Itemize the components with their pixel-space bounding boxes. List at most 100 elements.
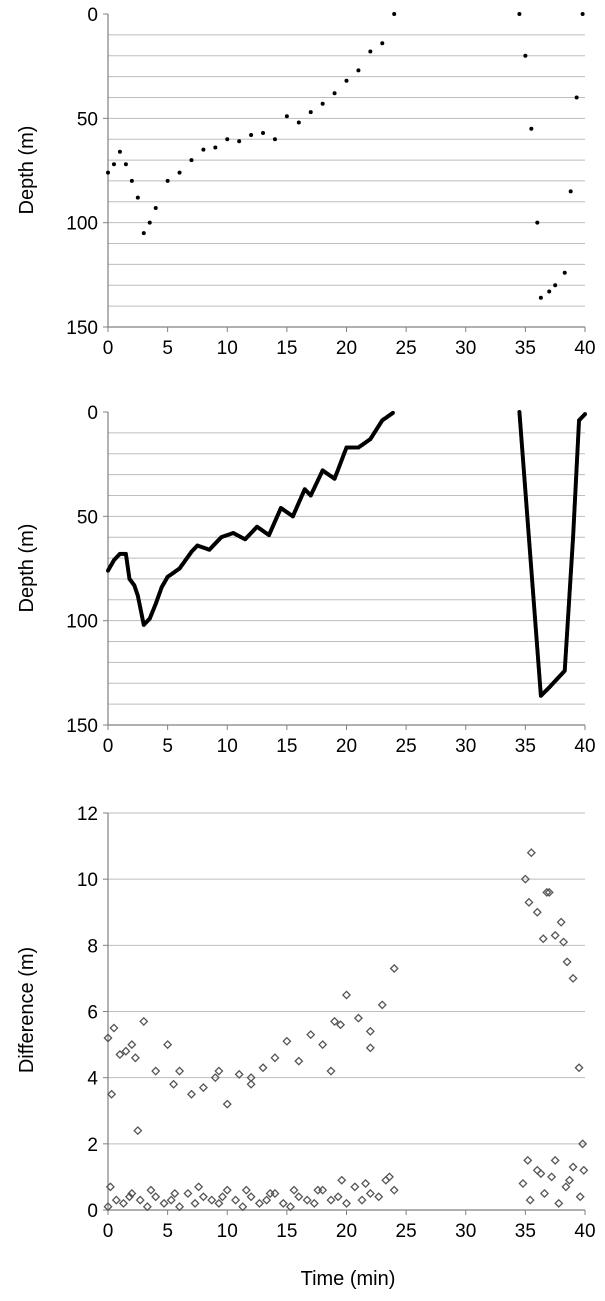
data-point bbox=[517, 12, 522, 16]
y-tick-label: 50 bbox=[77, 507, 98, 528]
x-tick-label: 0 bbox=[103, 1221, 114, 1242]
data-point bbox=[198, 1192, 208, 1202]
y-tick-label: 0 bbox=[87, 5, 98, 26]
data-point bbox=[523, 1155, 533, 1165]
data-point bbox=[361, 1179, 371, 1189]
data-point bbox=[574, 95, 579, 100]
data-point bbox=[133, 1126, 143, 1136]
data-point bbox=[183, 1188, 193, 1198]
data-point bbox=[525, 1195, 535, 1205]
data-point bbox=[561, 1182, 571, 1192]
data-point bbox=[580, 12, 585, 16]
data-point bbox=[246, 1079, 256, 1089]
data-point bbox=[568, 973, 578, 983]
y-tick-label: 6 bbox=[87, 1003, 98, 1024]
data-point bbox=[159, 1198, 169, 1208]
data-point bbox=[326, 1066, 336, 1076]
data-point bbox=[553, 283, 558, 288]
x-tick-label: 10 bbox=[217, 338, 238, 359]
data-point bbox=[284, 114, 289, 119]
data-point bbox=[121, 1046, 131, 1056]
y-tick-label: 12 bbox=[77, 804, 98, 825]
x-tick-label: 15 bbox=[276, 736, 297, 757]
data-point bbox=[265, 1188, 275, 1198]
data-point bbox=[554, 1198, 564, 1208]
data-point bbox=[532, 907, 542, 917]
data-point bbox=[562, 957, 572, 967]
data-point bbox=[389, 1185, 399, 1195]
data-point bbox=[523, 53, 528, 58]
data-point bbox=[320, 101, 325, 106]
data-point bbox=[135, 195, 140, 200]
data-point bbox=[344, 78, 349, 83]
data-point bbox=[261, 130, 266, 135]
data-point bbox=[389, 963, 399, 974]
data-point bbox=[365, 1026, 375, 1036]
difference-panel: Difference (m) Time (min) 0 2 4 6 8 10 12 0 5 10 1… bbox=[16, 804, 596, 1290]
y-tick-label: 8 bbox=[87, 936, 98, 957]
x-tick-label: 0 bbox=[103, 736, 114, 757]
data-point bbox=[353, 1013, 363, 1023]
data-point bbox=[326, 1195, 336, 1205]
data-point bbox=[139, 1016, 149, 1026]
x-tick-label: 25 bbox=[396, 1221, 417, 1242]
data-point bbox=[141, 231, 146, 236]
data-point bbox=[550, 1155, 560, 1165]
data-point bbox=[237, 139, 242, 144]
depth-axis-title: Depth (m) bbox=[16, 524, 38, 613]
data-point bbox=[258, 1063, 268, 1073]
x-tick-label: 35 bbox=[515, 338, 536, 359]
x-tick-label: 10 bbox=[217, 736, 238, 757]
data-point bbox=[306, 1030, 316, 1040]
data-point bbox=[124, 1192, 134, 1202]
x-tick-label: 40 bbox=[574, 338, 595, 359]
data-point bbox=[117, 149, 122, 154]
data-point bbox=[175, 1202, 185, 1212]
data-point bbox=[568, 1162, 578, 1172]
data-point bbox=[105, 1182, 115, 1192]
data-point bbox=[246, 1192, 256, 1202]
data-point bbox=[547, 289, 552, 294]
x-tick-label: 35 bbox=[515, 1221, 536, 1242]
data-point bbox=[377, 1000, 387, 1010]
data-point bbox=[214, 1198, 224, 1208]
data-point bbox=[198, 1083, 208, 1093]
x-tick-label: 5 bbox=[162, 736, 173, 757]
data-point bbox=[309, 1198, 319, 1208]
data-point bbox=[135, 1195, 145, 1205]
data-point bbox=[357, 1195, 367, 1205]
data-point bbox=[380, 41, 385, 46]
data-point bbox=[535, 220, 540, 225]
x-tick-label: 25 bbox=[396, 338, 417, 359]
data-point bbox=[186, 1089, 196, 1099]
data-point bbox=[109, 1023, 119, 1033]
data-point bbox=[368, 49, 373, 54]
x-tick-label: 5 bbox=[162, 338, 173, 359]
y-tick-label: 150 bbox=[66, 318, 98, 339]
data-point bbox=[146, 1185, 156, 1195]
data-point bbox=[246, 1073, 256, 1083]
x-tick-label: 40 bbox=[574, 736, 595, 757]
data-point bbox=[518, 1179, 528, 1189]
data-point bbox=[285, 1202, 295, 1212]
data-point bbox=[282, 1036, 292, 1046]
data-point bbox=[538, 934, 548, 944]
data-point bbox=[539, 1188, 549, 1198]
data-point bbox=[294, 1056, 304, 1066]
data-point bbox=[330, 1016, 340, 1026]
data-point bbox=[559, 937, 569, 947]
data-point bbox=[550, 930, 560, 940]
data-point bbox=[374, 1192, 384, 1202]
y-tick-label: 4 bbox=[87, 1069, 98, 1090]
data-point bbox=[392, 12, 397, 16]
data-point bbox=[111, 1195, 121, 1205]
data-point bbox=[201, 147, 206, 152]
y-tick-label: 150 bbox=[66, 716, 98, 737]
x-tick-label: 5 bbox=[162, 1221, 173, 1242]
data-point bbox=[302, 1195, 312, 1205]
data-point bbox=[231, 1195, 241, 1205]
data-point bbox=[526, 848, 536, 858]
data-point bbox=[341, 1198, 352, 1208]
